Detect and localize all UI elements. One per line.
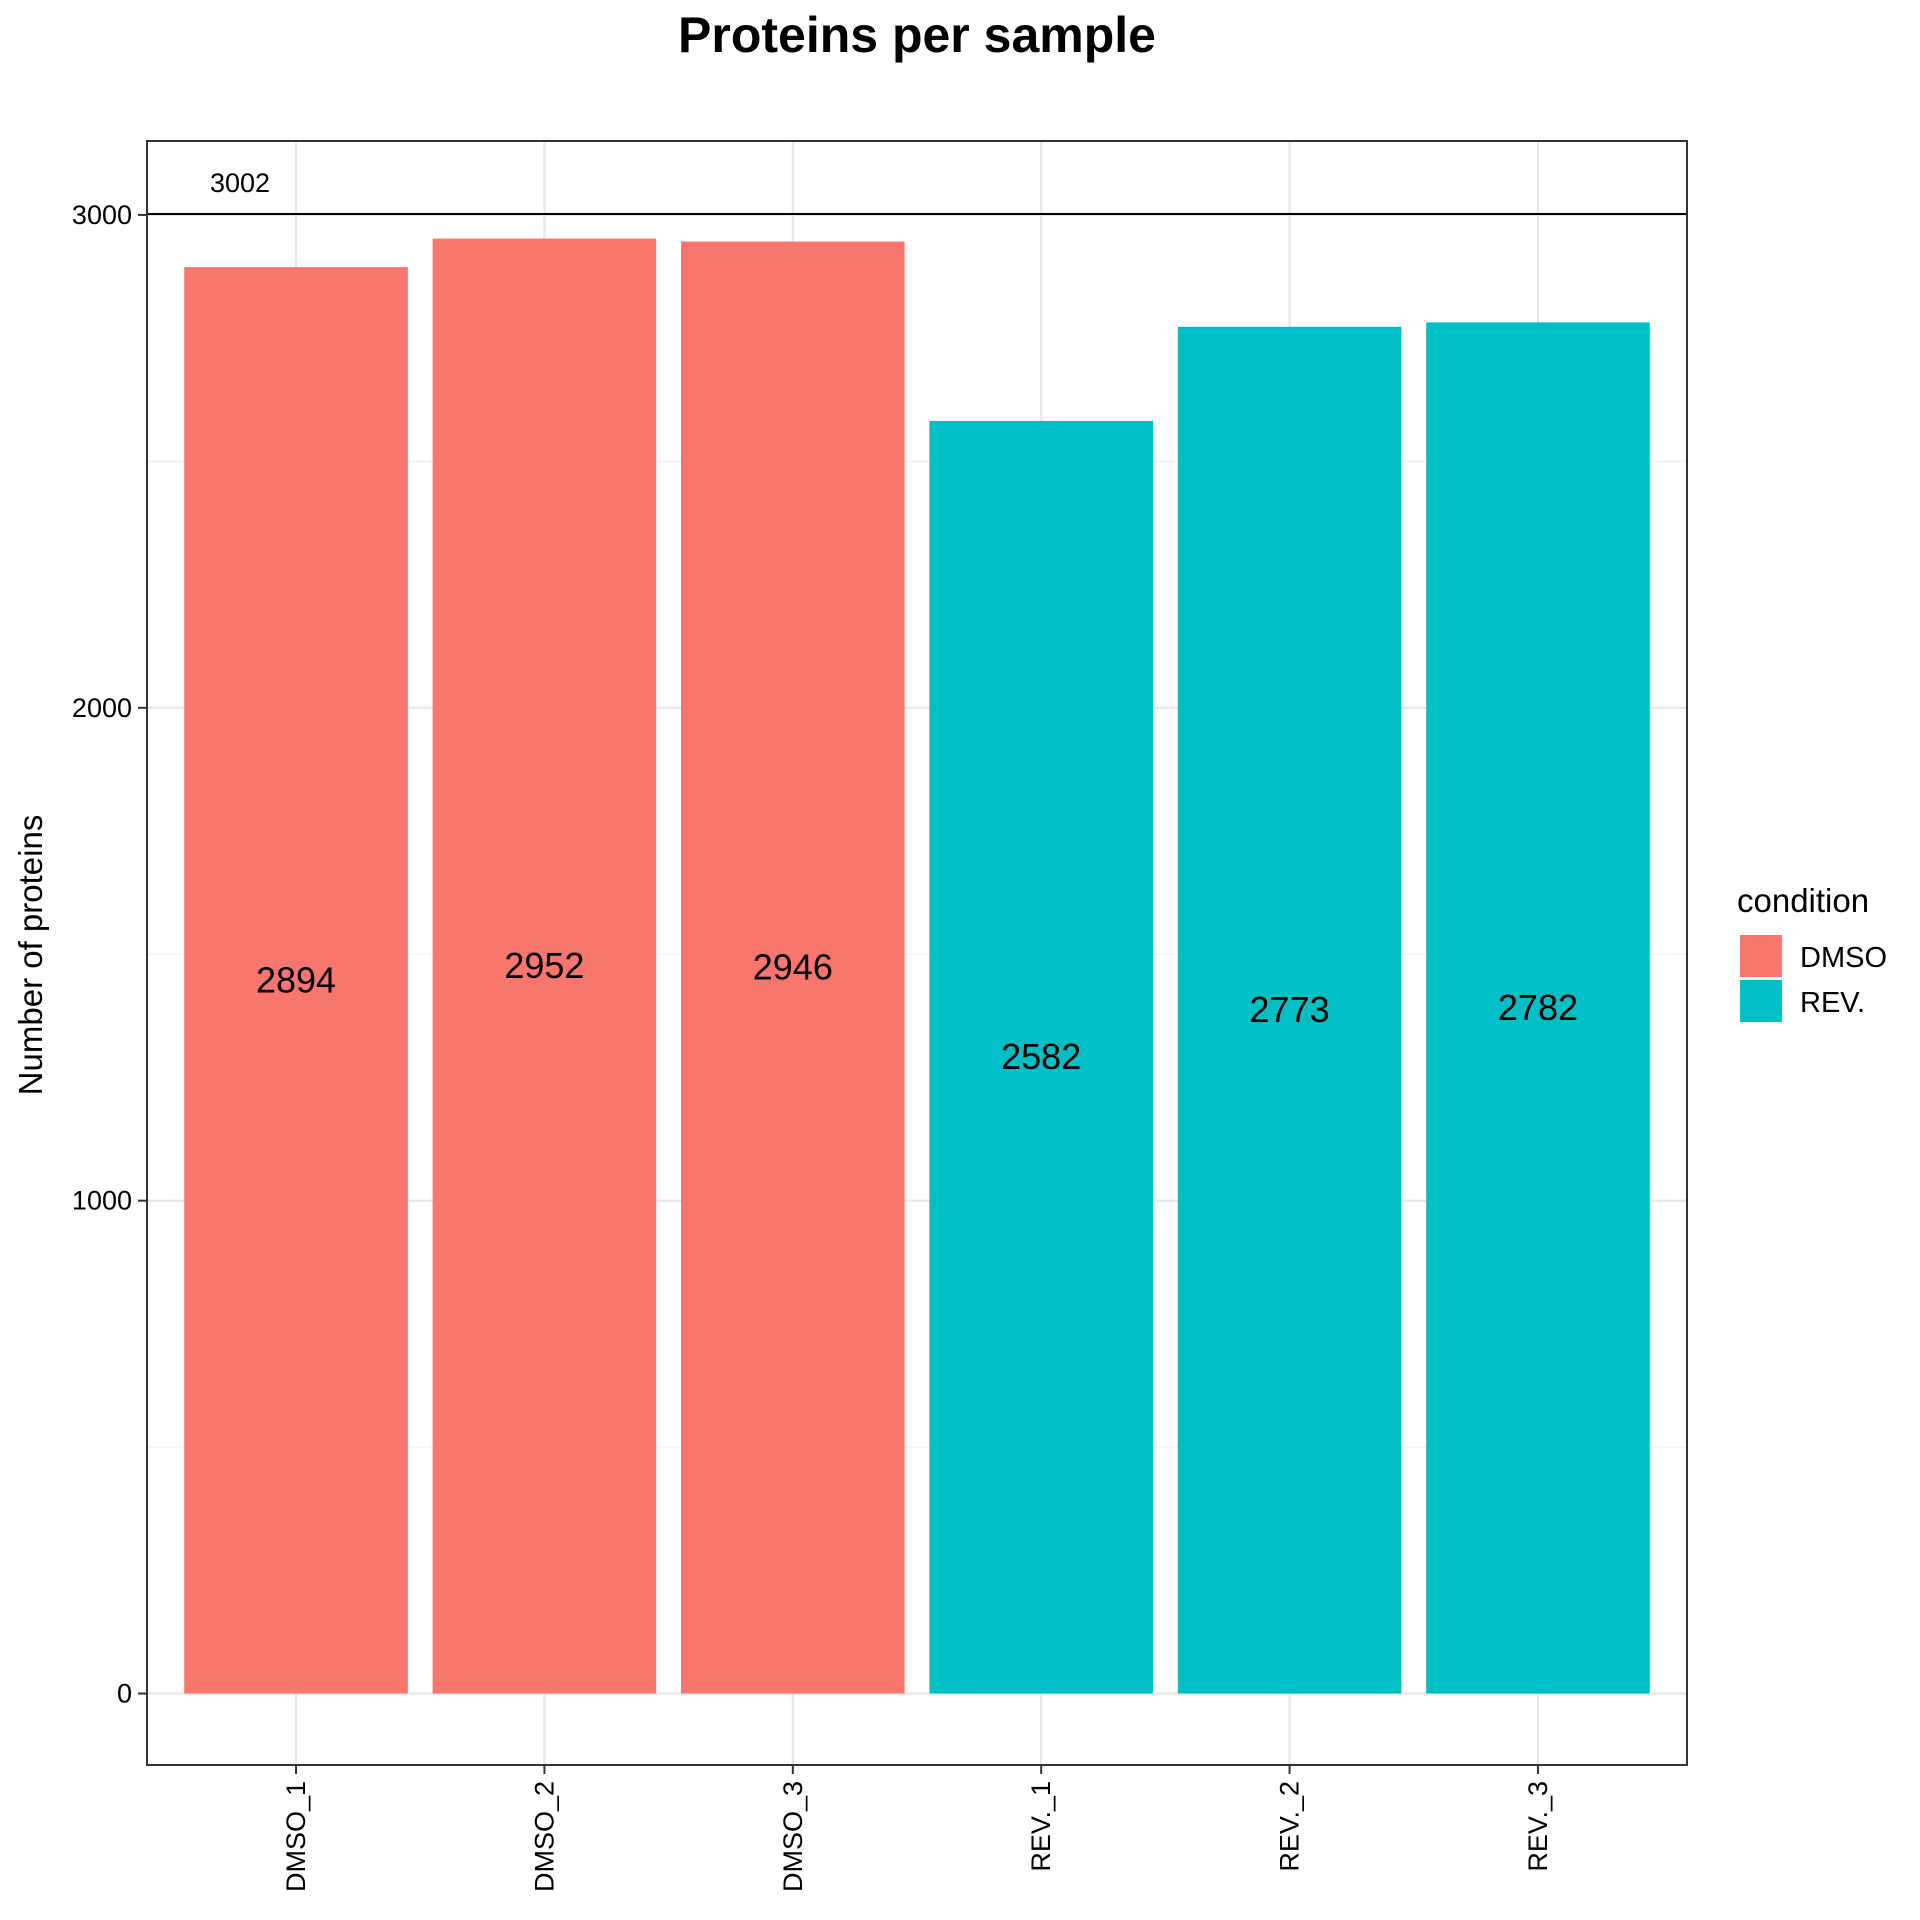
legend-label: REV. — [1800, 987, 1865, 1019]
x-tick-label: REV._1 — [1026, 1781, 1056, 1872]
bar-value-label: 2582 — [1001, 1036, 1081, 1077]
legend-title: condition — [1737, 882, 1869, 919]
bar-dmso-2 — [432, 238, 657, 1694]
x-tick-label: REV._2 — [1275, 1781, 1305, 1872]
y-tick-label: 1000 — [72, 1186, 132, 1216]
reference-line-label: 3002 — [210, 168, 270, 198]
legend-label: DMSO — [1800, 942, 1887, 974]
x-tick-label: REV._3 — [1523, 1781, 1553, 1872]
legend-key-rev — [1740, 980, 1782, 1022]
bar-value-label: 2782 — [1498, 987, 1578, 1028]
y-tick-label: 0 — [117, 1679, 132, 1709]
bar-value-label: 2773 — [1250, 989, 1330, 1030]
chart-title: Proteins per sample — [678, 7, 1156, 63]
x-tick-label: DMSO_1 — [281, 1781, 311, 1892]
legend-key-dmso — [1740, 935, 1782, 977]
bar-value-label: 2952 — [504, 945, 584, 986]
bar-dmso-1 — [184, 267, 408, 1694]
legend: condition DMSO REV. — [1737, 882, 1887, 1022]
plot-border — [146, 140, 1688, 1766]
bar-value-label: 2894 — [256, 959, 336, 1000]
x-tick-label: DMSO_3 — [778, 1781, 808, 1892]
x-tick-label: DMSO_2 — [529, 1781, 559, 1892]
bar-value-label: 2946 — [753, 947, 833, 988]
bar-rev-2 — [1177, 326, 1402, 1694]
y-axis-title: Number of proteins — [12, 815, 49, 1096]
plot-panel: 2894 2952 2946 2582 2773 2782 3002 0 1000 2000 300… — [72, 140, 1688, 1892]
y-tick-label: 2000 — [72, 693, 132, 723]
bar-rev-3 — [1426, 322, 1650, 1694]
bar-dmso-3 — [681, 241, 905, 1694]
y-tick-label: 3000 — [72, 200, 132, 230]
bar-rev-1 — [929, 420, 1153, 1694]
